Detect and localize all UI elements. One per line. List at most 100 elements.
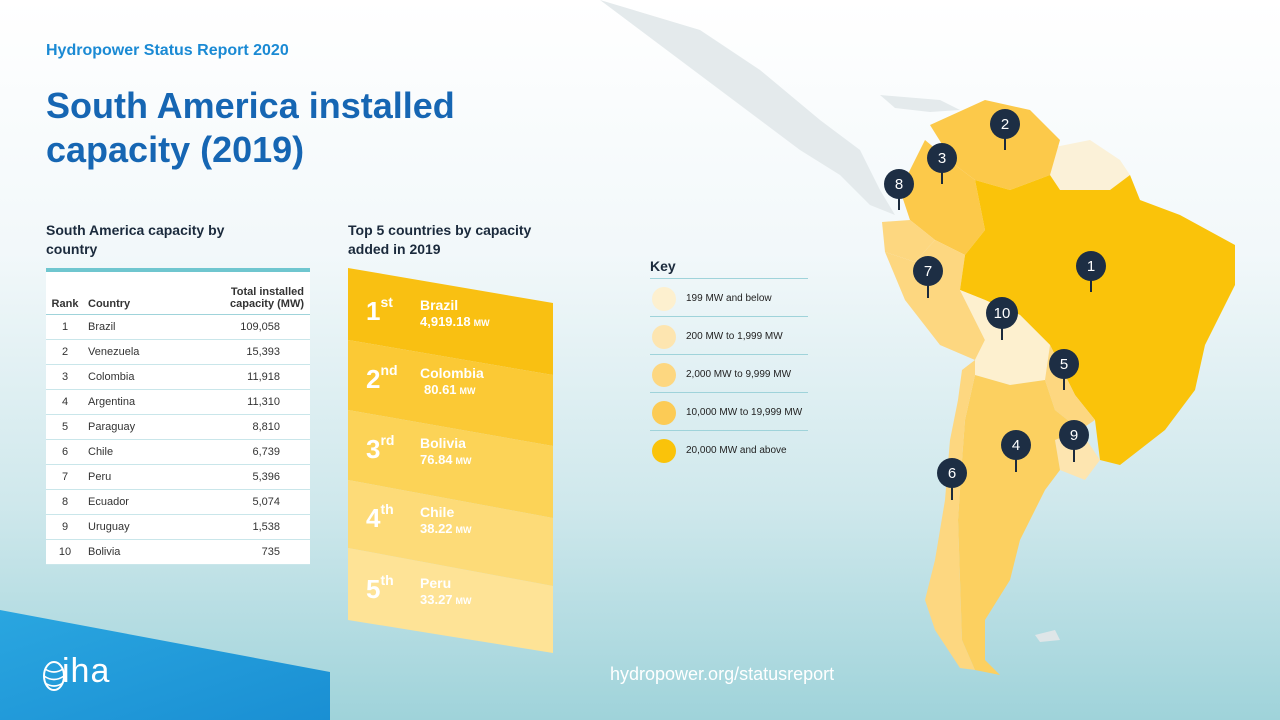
top5-rank-1: 1st (366, 294, 393, 326)
key-swatch-4 (652, 401, 676, 425)
header-rank: Rank (46, 272, 84, 315)
row-rank: 3 (46, 364, 84, 390)
map-pin-2-label: 2 (1001, 116, 1009, 133)
header-country: Country (84, 272, 210, 315)
map-pin-8-label: 8 (895, 176, 903, 193)
map-pin-10-label: 10 (994, 305, 1011, 322)
table-row: 9 Uruguay 1,538 (46, 514, 310, 540)
row-country: Ecuador (84, 489, 210, 515)
key-divider (650, 278, 808, 279)
row-capacity: 1,538 (210, 514, 310, 540)
key-divider (650, 392, 808, 393)
row-country: Colombia (84, 364, 210, 390)
footer-url[interactable]: hydropower.org/statusreport (610, 664, 835, 684)
key-divider (650, 430, 808, 431)
map-pin-4[interactable]: 4 (1001, 430, 1031, 472)
top5-panel: 1st Brazil 4,919.18 MW 2nd Colombia 80.61… (348, 268, 553, 653)
key-item-1: 199 MW and below (650, 282, 820, 312)
table-row: 6 Chile 6,739 (46, 439, 310, 465)
row-country: Peru (84, 464, 210, 490)
row-country: Uruguay (84, 514, 210, 540)
top5-band-2 (348, 340, 553, 446)
key-label-4: 10,000 MW to 19,999 MW (686, 407, 803, 418)
key-item-5: 20,000 MW and above (650, 434, 820, 464)
falkland-islands (1035, 630, 1060, 642)
map-pin-8[interactable]: 8 (884, 169, 914, 210)
map-pin-1-label: 1 (1087, 258, 1095, 275)
region-ecuador (882, 220, 935, 262)
key-swatch-2 (652, 325, 676, 349)
top5-band-1 (348, 268, 553, 375)
key-item-3: 2,000 MW to 9,999 MW (650, 358, 820, 388)
region-bolivia (960, 290, 1050, 385)
table-row: 7 Peru 5,396 (46, 464, 310, 490)
row-capacity: 735 (210, 539, 310, 565)
key-item-4: 10,000 MW to 19,999 MW (650, 396, 820, 426)
map-pin-10[interactable]: 10 (986, 297, 1018, 340)
capacity-table-title: South America capacity by country (46, 222, 225, 257)
map-pin-7[interactable]: 7 (913, 256, 943, 298)
row-rank: 1 (46, 314, 84, 340)
top5-band-4 (348, 480, 553, 586)
region-venezuela (930, 100, 1060, 190)
row-country: Bolivia (84, 539, 210, 565)
top5-band-5 (348, 548, 553, 653)
top5-rank-2: 2nd (366, 362, 398, 394)
row-rank: 4 (46, 389, 84, 415)
row-country: Chile (84, 439, 210, 465)
map-pin-5[interactable]: 5 (1049, 349, 1079, 390)
top5-title: Top 5 countries by capacity added in 201… (348, 222, 532, 257)
row-rank: 6 (46, 439, 84, 465)
row-capacity: 15,393 (210, 339, 310, 365)
row-capacity: 5,396 (210, 464, 310, 490)
region-colombia (900, 140, 985, 255)
top5-value-1: 4,919.18 MW (420, 314, 490, 329)
page-title: South America installed capacity (2019) (46, 85, 455, 170)
row-rank: 10 (46, 539, 84, 565)
row-capacity: 109,058 (210, 314, 310, 340)
map-pin-2[interactable]: 2 (990, 109, 1020, 150)
table-row: 1 Brazil 109,058 (46, 314, 310, 340)
footer-band (0, 610, 330, 720)
map-pin-1[interactable]: 1 (1076, 251, 1106, 292)
table-row: 2 Venezuela 15,393 (46, 339, 310, 365)
top5-country-5: Peru (420, 575, 452, 591)
key-swatch-1 (652, 287, 676, 311)
central-america-outline (600, 0, 895, 215)
row-rank: 5 (46, 414, 84, 440)
key-divider (650, 316, 808, 317)
top5-ribbon (348, 268, 553, 653)
top5-value-2: 80.61 MW (424, 382, 476, 397)
row-capacity: 8,810 (210, 414, 310, 440)
top5-band-3 (348, 410, 553, 518)
key-label-2: 200 MW to 1,999 MW (686, 331, 783, 342)
map-pin-6-label: 6 (948, 465, 956, 482)
row-rank: 9 (46, 514, 84, 540)
row-capacity: 11,918 (210, 364, 310, 390)
table-row: 4 Argentina 11,310 (46, 389, 310, 415)
key-label-3: 2,000 MW to 9,999 MW (686, 369, 792, 380)
row-country: Paraguay (84, 414, 210, 440)
top5-country-1: Brazil (420, 297, 459, 313)
map-pin-9[interactable]: 9 (1059, 420, 1089, 462)
row-capacity: 11,310 (210, 389, 310, 415)
map-pin-7-label: 7 (924, 263, 932, 280)
map-pin-6[interactable]: 6 (937, 458, 967, 500)
map-pin-3[interactable]: 3 (927, 143, 957, 184)
key-divider (650, 354, 808, 355)
table-row: 5 Paraguay 8,810 (46, 414, 310, 440)
top5-value-5: 33.27 MW (420, 592, 472, 607)
row-rank: 7 (46, 464, 84, 490)
row-capacity: 6,739 (210, 439, 310, 465)
region-brazil (960, 175, 1235, 465)
table-row: 10 Bolivia 735 (46, 539, 310, 565)
table-row: 3 Colombia 11,918 (46, 364, 310, 390)
row-capacity: 5,074 (210, 489, 310, 515)
caribbean-islands (880, 95, 960, 112)
key-title: Key (650, 258, 676, 274)
key-swatch-5 (652, 439, 676, 463)
row-country: Argentina (84, 389, 210, 415)
key-item-2: 200 MW to 1,999 MW (650, 320, 820, 350)
top5-value-3: 76.84 MW (420, 452, 472, 467)
